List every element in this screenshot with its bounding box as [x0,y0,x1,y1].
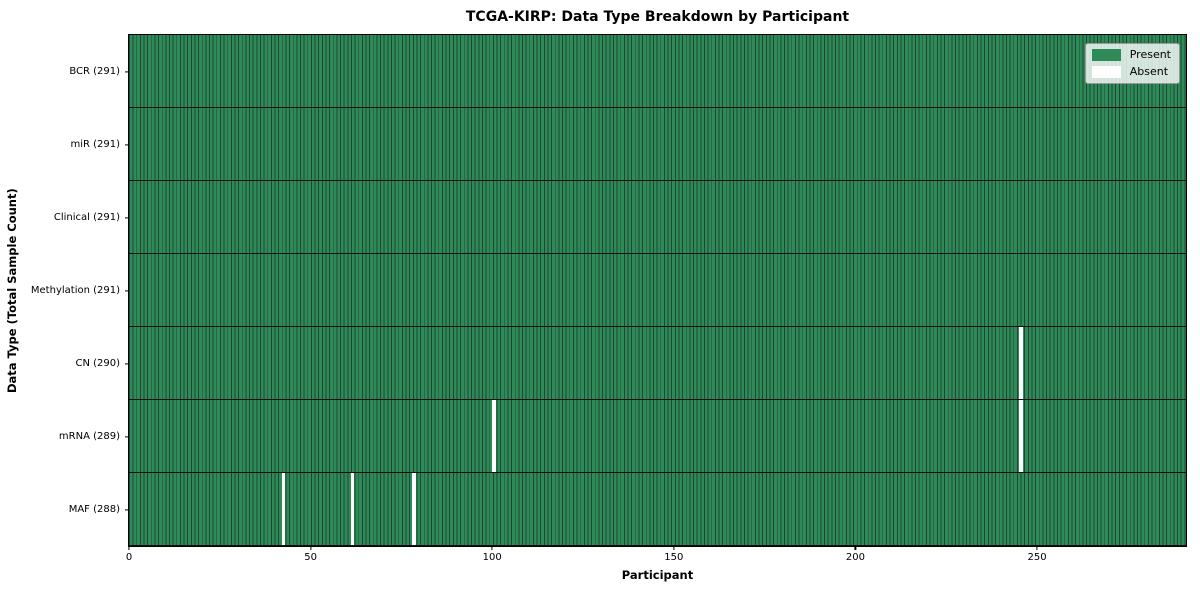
x-tick-label-250: 250 [1027,552,1047,563]
y-tick-label-bcr: BCR (291) [69,65,120,77]
absent-bar-mrna-100 [492,400,496,472]
legend-swatch-absent [1091,66,1121,79]
absent-bar-mrna-245 [1018,400,1023,472]
row-cn [129,327,1186,400]
legend-label-absent: Absent [1129,65,1169,79]
y-tick-label-mir: miR (291) [70,138,120,150]
x-tick-label-50: 50 [304,552,317,563]
row-mrna [129,400,1186,473]
chart-title: TCGA-KIRP: Data Type Breakdown by Partic… [465,9,850,25]
legend-item-absent: Absent [1091,65,1171,79]
x-tick-mark [491,546,493,550]
y-tick-mark [125,70,129,73]
absent-bar-maf-61 [350,473,355,545]
x-tick-label-100: 100 [482,552,502,563]
legend-label-present: Present [1129,48,1171,61]
y-tick-mark [125,216,129,219]
row-mir [129,108,1186,181]
y-tick-label-clinical: Clinical (291) [53,211,120,223]
plot-area: Present Absent BCR (291) miR (291) Clinical… [31,34,1187,563]
legend: Present Absent [1084,43,1180,85]
row-clinical [129,181,1186,254]
y-tick-mark [125,508,129,511]
y-tick-mark [125,362,129,365]
absent-bar-maf-42 [281,473,286,545]
x-tick-mark [128,546,130,550]
row-maf [129,473,1186,546]
y-tick-label-methylation: Methylation (291) [30,284,120,296]
x-tick-mark [854,546,857,550]
x-tick-mark [310,546,312,550]
y-tick-label-mrna: mRNA (289) [58,430,120,442]
y-tick-label-maf: MAF (288) [68,503,120,515]
y-tick-label-cn: CN (290) [75,357,120,369]
x-tick-label-150: 150 [664,552,684,563]
row-bcr [129,35,1186,108]
x-axis-label: Participant [621,568,694,582]
y-axis-label: Data Type (Total Sample Count) [5,188,19,393]
y-tick-mark [125,143,129,146]
absent-bar-cn-245 [1018,327,1023,399]
x-tick-mark [673,546,675,550]
y-tick-mark [125,435,129,438]
y-tick-mark [125,289,129,292]
legend-item-present: Present [1091,48,1171,62]
row-methylation [129,254,1186,327]
x-tick-label-0: 0 [125,552,133,563]
x-tick-mark [1036,546,1038,550]
legend-swatch-present [1091,49,1121,62]
x-tick-label-200: 200 [845,552,865,563]
absent-bar-maf-78 [412,473,416,545]
